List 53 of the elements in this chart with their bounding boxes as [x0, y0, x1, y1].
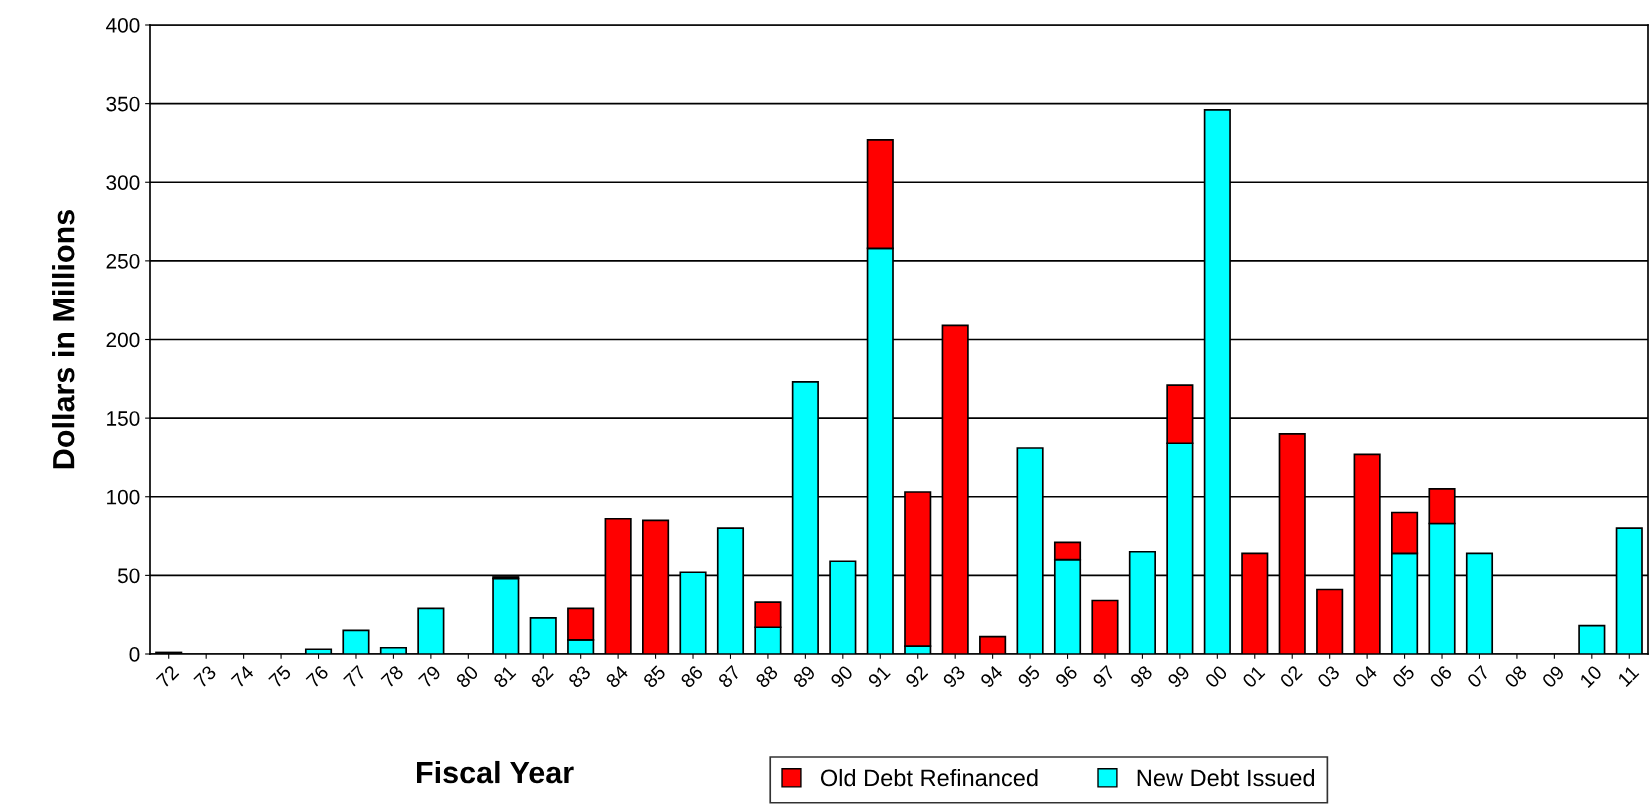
x-tick-label: 95	[1017, 664, 1041, 689]
x-tick-label: 98	[1129, 664, 1154, 689]
x-tick-label: 79	[417, 664, 442, 689]
x-tick-label: 00	[1204, 664, 1229, 689]
legend-label: New Debt Issued	[1137, 768, 1315, 787]
y-tick-label: 150	[107, 411, 140, 426]
y-tick-label: 0	[129, 647, 140, 662]
x-tick-label: 87	[717, 664, 742, 689]
x-tick-label: 73	[193, 664, 217, 689]
x-tick-label: 09	[1541, 664, 1566, 689]
x-tick-label: 96	[1054, 664, 1079, 689]
y-tick-label: 300	[106, 175, 140, 190]
y-tick-label: 400	[106, 18, 140, 33]
y-tick-label: 100	[107, 489, 140, 505]
x-tick-label: 74	[230, 664, 255, 689]
x-tick-label: 78	[380, 664, 405, 689]
x-tick-label: 02	[1279, 664, 1303, 689]
x-tick-label: 82	[530, 664, 554, 689]
x-tick-label: 72	[155, 664, 180, 689]
x-tick-label: 97	[1091, 664, 1116, 689]
x-tick-label: 76	[305, 664, 330, 689]
x-tick-label: 92	[904, 664, 929, 689]
x-tick-label: 03	[1316, 664, 1341, 689]
x-tick-label: 86	[679, 664, 704, 689]
x-tick-label: 89	[792, 664, 817, 689]
y-tick-label: 250	[106, 253, 140, 269]
x-tick-label: 80	[455, 664, 480, 689]
x-axis-title: Fiscal Year	[417, 760, 574, 784]
legend-label: Old Debt Refinanced	[820, 768, 1038, 787]
x-tick-label: 88	[754, 664, 779, 689]
x-tick-label: 81	[492, 664, 517, 689]
x-tick-label: 01	[1241, 664, 1266, 689]
x-tick-label: 75	[268, 664, 292, 689]
y-axis-title: Dollars in Millions	[52, 210, 75, 469]
x-tick-label: 10	[1579, 664, 1603, 689]
y-tick-label: 350	[106, 96, 140, 112]
x-tick-label: 93	[942, 664, 966, 689]
x-tick-label: 91	[867, 664, 891, 689]
x-tick-label: 07	[1466, 664, 1491, 689]
x-tick-label: 90	[829, 664, 854, 689]
x-tick-label: 94	[979, 664, 1004, 689]
y-tick-label: 50	[117, 568, 140, 584]
x-tick-label: 99	[1166, 664, 1191, 689]
x-tick-label: 05	[1391, 664, 1416, 689]
x-tick-label: 08	[1503, 664, 1528, 689]
x-tick-label: 06	[1428, 664, 1453, 689]
x-tick-label: 85	[642, 664, 667, 689]
x-tick-label: 04	[1353, 664, 1379, 689]
x-tick-label: 77	[343, 664, 367, 689]
x-tick-label: 83	[567, 664, 592, 689]
y-tick-label: 200	[106, 332, 140, 348]
x-tick-label: 84	[605, 664, 630, 689]
x-tick-label: 11	[1617, 664, 1640, 687]
